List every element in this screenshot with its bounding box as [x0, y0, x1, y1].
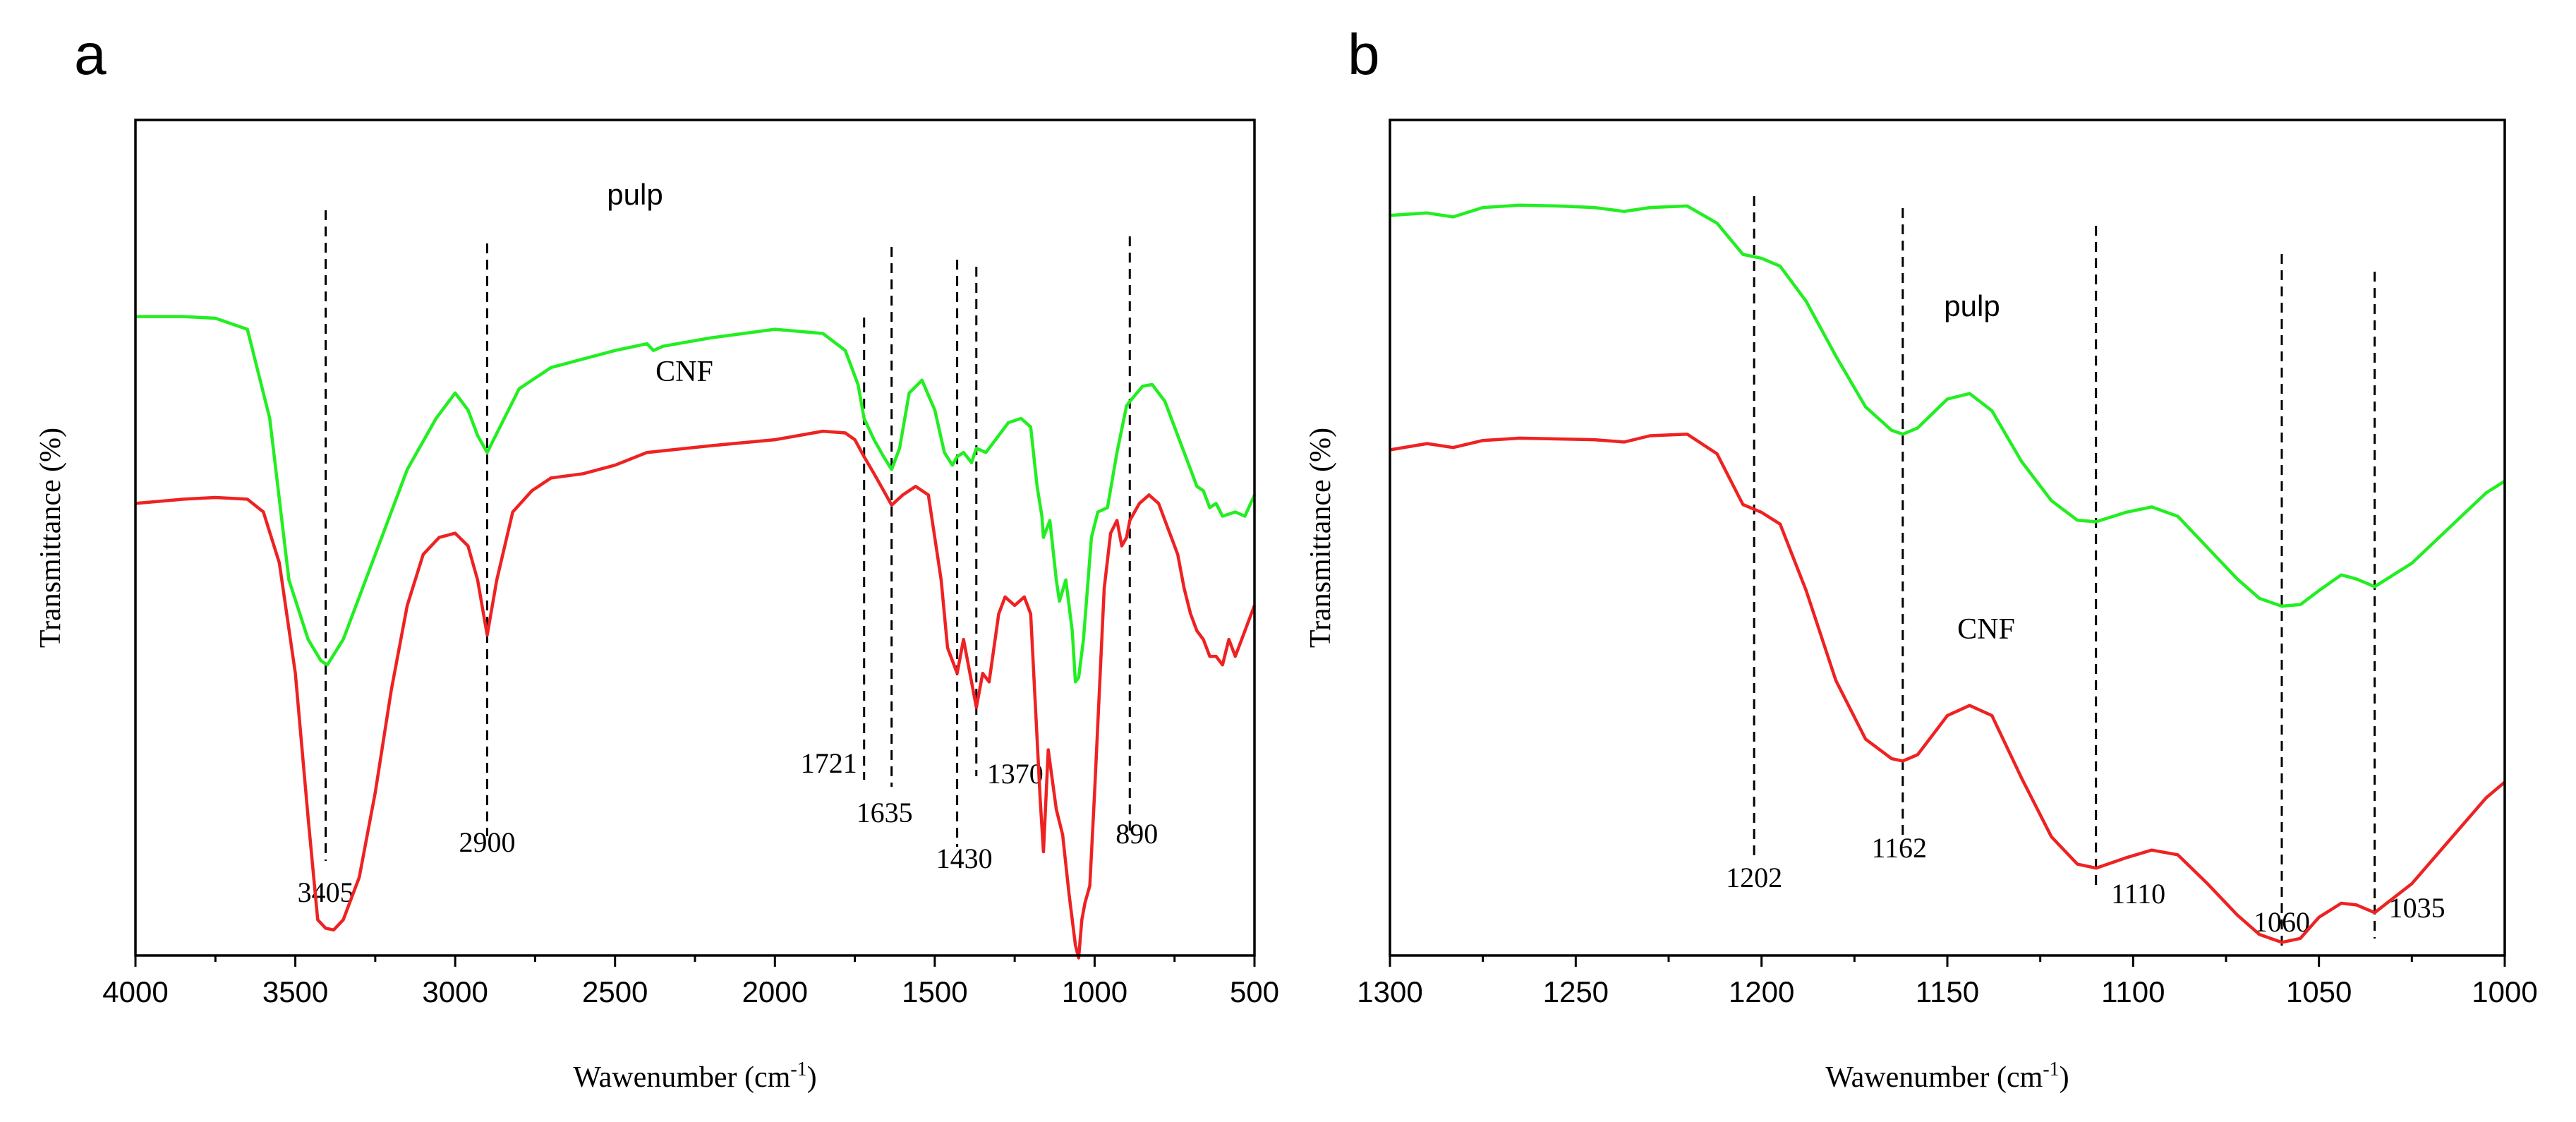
x-tick-label: 1000 [2472, 975, 2537, 1008]
x-tick-label: 1500 [902, 975, 967, 1008]
peak-label: 1370 [987, 758, 1044, 790]
x-tick-label: 1000 [1062, 975, 1127, 1008]
x-axis-title-main: Wawenumber (cm [1825, 1061, 2043, 1094]
series-line-cnf [135, 429, 1257, 960]
peak-label: 1035 [2389, 892, 2445, 924]
x-axis-title: Wawenumber (cm-1) [573, 1058, 816, 1094]
plot-frame [1389, 119, 2506, 957]
peak-label: 1202 [1726, 862, 1782, 893]
series-label-pulp: pulp [607, 178, 663, 211]
series-label-pulp: pulp [1944, 289, 2000, 322]
x-axis-title-superscript: -1 [790, 1058, 806, 1080]
peak-label: 1635 [857, 797, 913, 828]
x-tick-label: 1150 [1916, 975, 1979, 1008]
x-tick-label: 1200 [1729, 975, 1794, 1008]
peak-label: 2900 [459, 826, 515, 858]
peak-label: 1060 [2254, 906, 2310, 938]
x-tick-label: 3000 [422, 975, 488, 1008]
plot-frame [134, 119, 1256, 957]
x-tick-label: 2500 [582, 975, 648, 1008]
peak-label: 1110 [2111, 878, 2165, 910]
panel-letter: b [1348, 23, 1380, 87]
peak-label: 1721 [801, 747, 857, 779]
x-axis-title-suffix: ) [2060, 1061, 2069, 1094]
panel-letter: a [74, 23, 107, 87]
peak-label: 1162 [1872, 832, 1928, 864]
x-tick-label: 1100 [2101, 975, 2165, 1008]
series-label-cnf: CNF [655, 356, 713, 388]
x-axis-title: Wawenumber (cm-1) [1825, 1058, 2069, 1094]
x-tick-label: 2000 [742, 975, 808, 1008]
chart-panel-b: b 1202 1162 1110 1060 1035 pulp CNF 1300 1250 1200… [1305, 23, 2538, 1094]
series-line-pulp [1389, 203, 2506, 608]
peak-label: 3405 [298, 876, 354, 908]
x-tick-label: 500 [1230, 975, 1279, 1008]
y-axis-title: Transmittance (%) [35, 428, 67, 648]
peak-label: 890 [1115, 818, 1158, 850]
peak-label: 1430 [936, 843, 993, 874]
series-label-cnf: CNF [1957, 613, 2015, 646]
x-tick-label: 1250 [1543, 975, 1609, 1008]
x-axis-title-main: Wawenumber (cm [573, 1061, 790, 1094]
x-tick-label: 1300 [1357, 975, 1422, 1008]
series-line-pulp [135, 315, 1257, 684]
x-tick-label: 3500 [262, 975, 328, 1008]
series-line-cnf [1389, 433, 2506, 944]
x-tick-label: 4000 [102, 975, 168, 1008]
y-axis-title: Transmittance (%) [1305, 428, 1337, 648]
x-tick-label: 1050 [2286, 975, 2352, 1008]
x-axis-title-suffix: ) [807, 1061, 817, 1094]
x-axis-title-superscript: -1 [2043, 1058, 2059, 1080]
